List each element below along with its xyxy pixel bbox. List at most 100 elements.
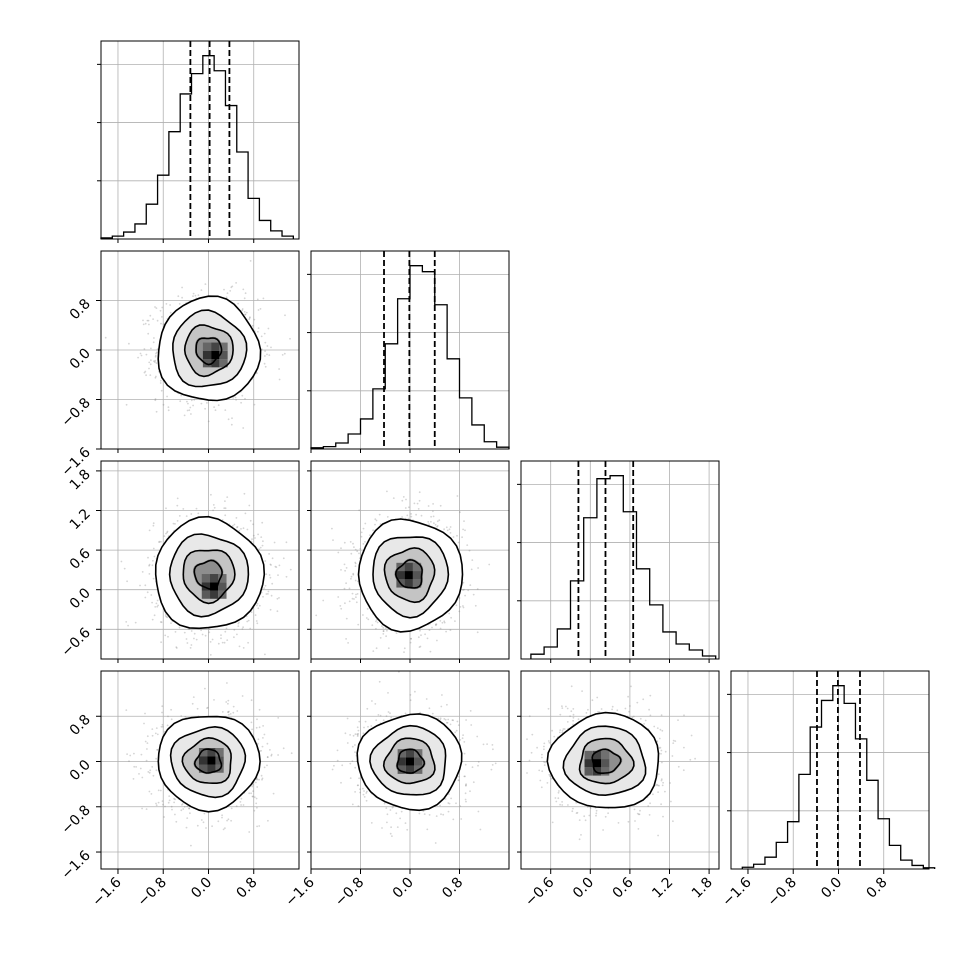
sample-point (446, 529, 449, 532)
sample-point (231, 417, 233, 420)
sample-point (169, 304, 172, 306)
sample-point (236, 633, 238, 636)
sample-point (151, 618, 154, 621)
sample-point (162, 323, 165, 326)
density-bin (218, 582, 227, 591)
sample-point (458, 610, 461, 613)
sample-point (149, 314, 152, 317)
sample-point (439, 620, 442, 622)
sample-point (167, 409, 170, 412)
sample-point (140, 753, 143, 756)
sample-point (358, 552, 360, 555)
sample-point (413, 502, 416, 505)
sample-point (285, 575, 288, 578)
sample-point (224, 827, 226, 829)
sample-point (195, 507, 198, 510)
sample-point (143, 371, 146, 374)
sample-point (282, 747, 285, 750)
sample-point (247, 619, 250, 622)
sample-point (251, 538, 253, 540)
sample-point (258, 548, 260, 551)
sample-point (401, 499, 404, 502)
contour-line (357, 518, 464, 633)
sample-point (181, 804, 183, 806)
histogram-step (100, 55, 294, 239)
sample-point (418, 491, 421, 494)
sample-point (244, 313, 247, 316)
sample-point (150, 347, 152, 350)
sample-point (227, 418, 230, 421)
sample-point (145, 374, 148, 377)
sample-point (350, 575, 353, 578)
sample-point (174, 798, 177, 801)
sample-point (255, 797, 258, 800)
sample-point (144, 584, 147, 587)
sample-point (449, 532, 452, 534)
sample-point (165, 532, 167, 535)
sample-point (378, 513, 381, 516)
sample-point (182, 508, 185, 510)
sample-point (386, 629, 388, 632)
sample-point (243, 311, 246, 313)
sample-point (456, 534, 458, 537)
sample-point (180, 715, 183, 717)
sample-point (420, 634, 422, 637)
sample-point (180, 394, 183, 397)
sample-point (255, 620, 258, 622)
sample-point (156, 605, 159, 608)
sample-point (193, 637, 195, 640)
sample-point (250, 792, 253, 795)
sample-point (244, 292, 247, 295)
sample-point (156, 599, 159, 602)
sample-point (461, 536, 463, 539)
sample-point (233, 628, 236, 631)
sample-point (463, 588, 465, 591)
sample-point (195, 638, 198, 641)
sample-point (362, 527, 365, 530)
sample-point (261, 544, 264, 547)
sample-point (257, 742, 259, 745)
sample-point (192, 292, 195, 295)
density-bin (404, 579, 413, 588)
sample-point (202, 821, 205, 824)
sample-point (436, 525, 438, 528)
sample-point (404, 507, 407, 509)
sample-point (256, 806, 258, 809)
sample-point (149, 769, 152, 772)
sample-point (386, 516, 389, 518)
sample-point (174, 523, 176, 525)
sample-point (364, 541, 366, 543)
sample-point (262, 725, 264, 727)
sample-point (252, 790, 255, 792)
sample-point (178, 626, 181, 629)
sample-point (253, 318, 256, 321)
density-bin (396, 571, 405, 580)
histogram-step (530, 475, 717, 659)
sample-point (148, 361, 151, 364)
sample-point (382, 626, 385, 629)
sample-point (242, 647, 245, 649)
sample-point (182, 808, 185, 810)
density-bin (202, 342, 212, 351)
sample-point (430, 520, 432, 523)
sample-point (230, 807, 233, 810)
sample-point (125, 621, 128, 623)
sample-point (477, 567, 479, 569)
sample-point (165, 303, 168, 305)
sample-point (154, 354, 157, 357)
sample-point (170, 708, 173, 711)
scatter-panel-p0-p2 (100, 460, 300, 660)
sample-point (365, 617, 368, 619)
scatter-panel-p0-p1 (100, 250, 300, 450)
sample-point (417, 508, 420, 510)
sample-point (209, 654, 212, 656)
sample-point (186, 817, 189, 819)
density-bin (202, 359, 212, 368)
sample-point (467, 589, 470, 592)
sample-point (276, 610, 279, 613)
sample-point (360, 531, 363, 534)
sample-point (188, 628, 191, 631)
sample-point (162, 803, 164, 806)
sample-point (165, 507, 167, 510)
sample-point (224, 500, 226, 502)
